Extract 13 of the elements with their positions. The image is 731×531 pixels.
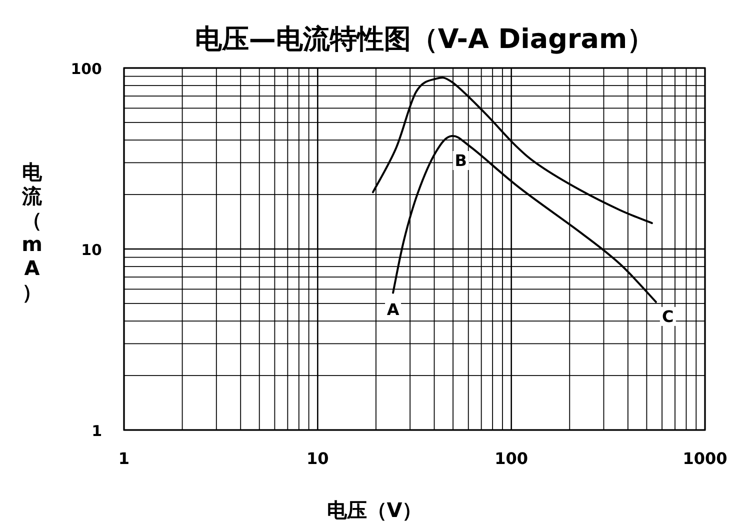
x-tick-label: 1 <box>118 449 130 468</box>
y-tick-label: 10 <box>81 241 102 259</box>
y-tick-label: 1 <box>92 422 102 440</box>
y-axis-title: 电流（mA） <box>21 160 43 304</box>
annotation: B <box>454 151 467 170</box>
x-tick-label: 1000 <box>682 449 728 468</box>
chart-title: 电压—电流特性图（V-A Diagram） <box>194 24 654 55</box>
x-axis-title: 电压（V） <box>326 498 422 522</box>
annotation: C <box>662 306 674 326</box>
annotation: A <box>386 300 400 319</box>
x-tick-label: 100 <box>494 449 528 468</box>
y-tick-label: 100 <box>70 60 102 78</box>
x-tick-label: 10 <box>306 449 329 468</box>
